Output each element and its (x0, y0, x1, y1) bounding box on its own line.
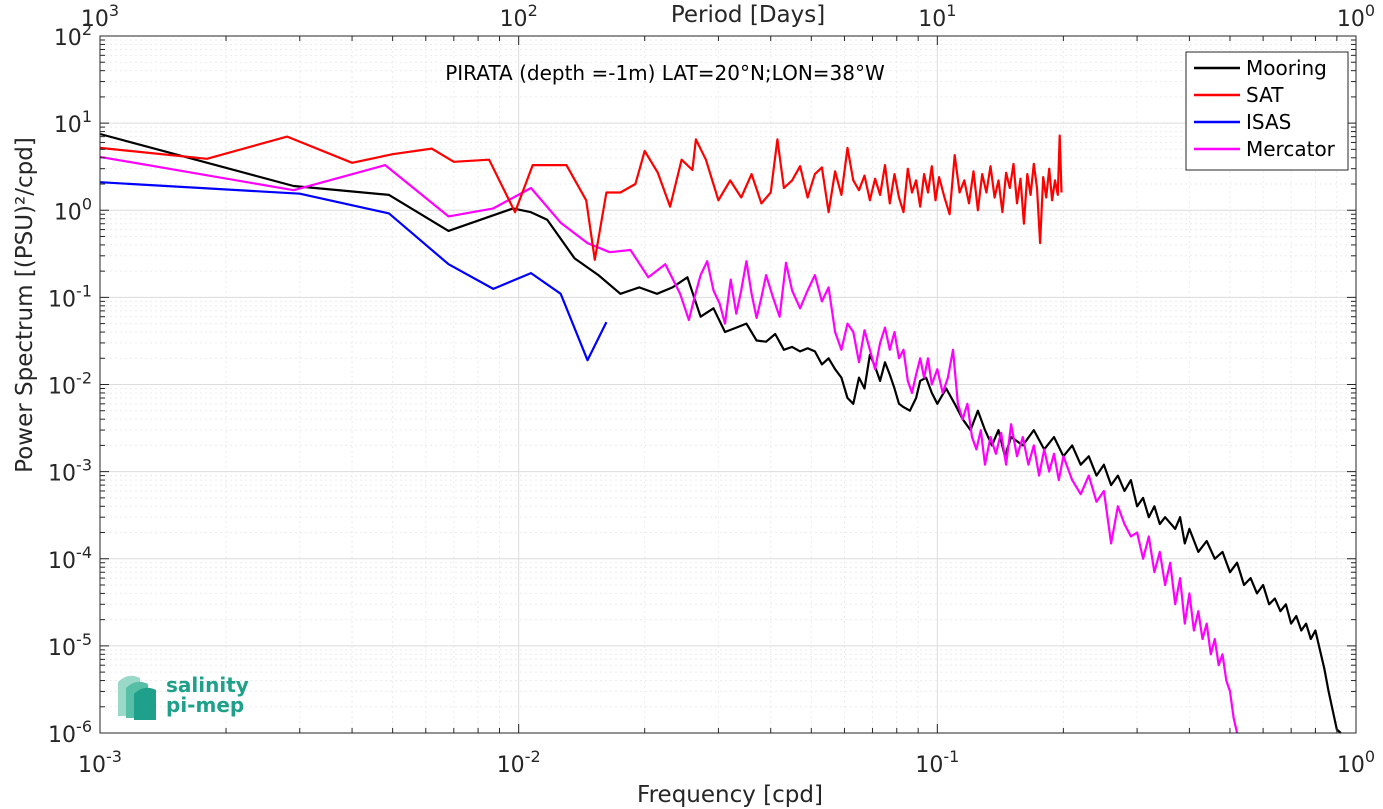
series-line-isas (99, 181, 608, 362)
y-tick-label: 10-4 (48, 543, 92, 574)
x-tick-label-exponent: -2 (525, 747, 541, 766)
x-tick-label-base: 10 (1337, 753, 1365, 778)
y-tick-label: 101 (54, 107, 92, 138)
x-tick-label-base: 10 (915, 753, 943, 778)
x-tick-label-base: 10 (78, 753, 106, 778)
legend-label-mooring: Mooring (1246, 56, 1327, 80)
axis-ticks (99, 36, 1356, 734)
series-line-mercator (99, 155, 1239, 734)
y-tick-label-exponent: -3 (76, 456, 92, 475)
y-tick-label-base: 10 (48, 287, 76, 312)
top-x-tick-label: 101 (918, 1, 956, 32)
logo-line-1: salinity (166, 673, 249, 697)
x-tick-label: 10-3 (78, 747, 122, 778)
x-tick-label-base: 10 (497, 753, 525, 778)
y-tick-label: 10-2 (48, 369, 92, 400)
y-tick-label-base: 10 (48, 723, 76, 748)
top-x-axis-label: Period [Days] (671, 2, 825, 28)
top-x-tick-label: 103 (81, 1, 119, 32)
x-tick-label: 10-1 (915, 747, 959, 778)
y-tick-label-exponent: -5 (76, 630, 92, 649)
y-tick-label-exponent: 2 (82, 20, 92, 39)
y-tick-label-exponent: -1 (76, 281, 92, 300)
x-tick-label-exponent: -3 (106, 747, 122, 766)
top-x-tick-label-base: 10 (500, 7, 528, 32)
y-tick-label: 10-3 (48, 456, 92, 487)
y-tick-label-base: 10 (48, 375, 76, 400)
y-tick-label-exponent: 0 (82, 194, 92, 213)
legend-label-sat: SAT (1246, 83, 1284, 107)
y-tick-label: 10-6 (48, 717, 92, 748)
y-tick-label-base: 10 (54, 200, 82, 225)
y-tick-label: 100 (54, 194, 92, 225)
top-x-tick-label: 102 (500, 1, 538, 32)
y-tick-label-exponent: -4 (76, 543, 92, 562)
grid-lines (99, 36, 1356, 734)
y-axis-label-text: Power Spectrum [(PSU)²/cpd] (12, 137, 38, 473)
x-tick-label-exponent: 0 (1365, 747, 1375, 766)
legend-label-mercator: Mercator (1246, 137, 1336, 161)
top-x-tick-label: 100 (1337, 1, 1375, 32)
top-x-tick-label-base: 10 (1337, 7, 1365, 32)
y-tick-label: 10-1 (48, 281, 92, 312)
series-line-mooring (99, 132, 1342, 734)
y-tick-label-base: 10 (54, 26, 82, 51)
chart-title: PIRATA (depth =-1m) LAT=20°N;LON=38°W (445, 61, 885, 85)
top-x-tick-label-exponent: 3 (109, 1, 119, 20)
top-x-tick-label-exponent: 0 (1365, 1, 1375, 20)
y-tick-label-exponent: -2 (76, 369, 92, 388)
y-tick-label-exponent: 1 (82, 107, 92, 126)
top-x-tick-label-exponent: 2 (528, 1, 538, 20)
x-tick-label: 100 (1337, 747, 1375, 778)
y-tick-label-exponent: -6 (76, 717, 92, 736)
y-tick-label-base: 10 (48, 636, 76, 661)
salinity-pi-mep-logo: salinity pi-mep (118, 673, 249, 720)
y-tick-label: 102 (54, 20, 92, 51)
top-x-tick-label-base: 10 (918, 7, 946, 32)
legend-label-isas: ISAS (1246, 110, 1291, 134)
logo-wave-3-icon (134, 687, 156, 720)
top-x-tick-label-exponent: 1 (946, 1, 956, 20)
y-tick-label-base: 10 (48, 549, 76, 574)
series-layer (99, 132, 1342, 734)
x-tick-label-exponent: -1 (943, 747, 959, 766)
legend-box (1185, 51, 1349, 171)
y-tick-label-base: 10 (48, 462, 76, 487)
x-axis-label: Frequency [cpd] (637, 782, 823, 808)
x-tick-label: 10-2 (497, 747, 541, 778)
logo-line-2: pi-mep (166, 693, 244, 717)
y-tick-label: 10-5 (48, 630, 92, 661)
legend: Mooring SAT ISAS Mercator (1185, 51, 1349, 171)
top-x-tick-label-base: 10 (81, 7, 109, 32)
y-tick-label-base: 10 (54, 113, 82, 138)
y-axis-label: Power Spectrum [(PSU)²/cpd] (12, 137, 38, 473)
series-line-sat (99, 134, 1063, 261)
